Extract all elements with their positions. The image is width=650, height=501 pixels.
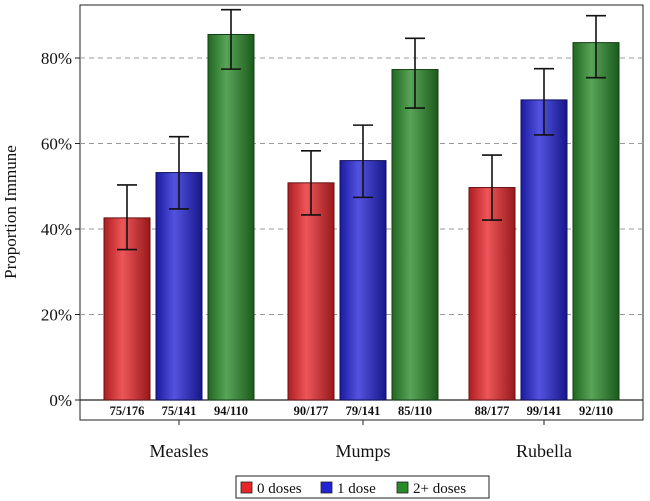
legend-label: 1 dose — [337, 481, 376, 497]
error-bars — [117, 8, 606, 251]
bar-rubella-0 — [468, 187, 516, 401]
bar-mumps-1 — [339, 160, 387, 401]
bar-measles-1 — [155, 172, 203, 401]
category-label: Rubella — [516, 441, 572, 461]
count-label: 88/177 — [475, 404, 510, 418]
error-bar — [301, 149, 321, 216]
error-bar — [169, 135, 189, 210]
bar-rubella-2 — [572, 42, 620, 401]
error-bar — [405, 37, 425, 109]
count-label: 92/110 — [579, 404, 613, 418]
count-labels: 75/176 75/141 94/110 90/177 79/141 85/110 88/1… — [110, 404, 613, 418]
error-bar — [586, 14, 606, 79]
y-tick-label: 80% — [41, 49, 72, 68]
count-label: 75/176 — [110, 404, 145, 418]
bars — [103, 33, 620, 401]
legend-swatch — [320, 481, 333, 494]
x-axis: Measles Mumps Rubella — [150, 420, 572, 461]
legend-swatch — [240, 481, 253, 494]
error-bar — [353, 124, 373, 199]
count-label: 99/141 — [527, 404, 562, 418]
category-label: Mumps — [335, 441, 390, 461]
y-tick-label: 20% — [41, 306, 72, 325]
error-bar — [221, 8, 241, 70]
bar-mumps-2 — [391, 69, 439, 401]
count-label: 90/177 — [294, 404, 329, 418]
legend-label: 0 doses — [257, 481, 302, 497]
y-tick-label: 60% — [41, 135, 72, 154]
count-label: 75/141 — [162, 404, 197, 418]
legend-label: 2+ doses — [413, 481, 466, 497]
y-tick-label: 0% — [49, 391, 72, 410]
category-label: Measles — [150, 441, 209, 461]
error-bar — [534, 67, 554, 136]
legend-swatch — [396, 481, 409, 494]
error-bar — [482, 154, 502, 221]
bar-measles-2 — [207, 33, 255, 401]
legend-box — [235, 475, 490, 499]
bar-mumps-0 — [287, 182, 335, 401]
count-label: 94/110 — [214, 404, 248, 418]
legend: 0 doses 1 dose 2+ doses — [235, 475, 490, 499]
plot-frame — [79, 4, 644, 421]
y-tick-label: 40% — [41, 220, 72, 239]
count-label: 79/141 — [346, 404, 381, 418]
count-label: 85/110 — [398, 404, 432, 418]
y-axis-title: Proportion Immune — [1, 145, 20, 279]
error-bar — [117, 184, 137, 251]
y-axis: 0% 20% 40% 60% 80% — [41, 49, 80, 410]
bar-rubella-1 — [520, 99, 568, 401]
